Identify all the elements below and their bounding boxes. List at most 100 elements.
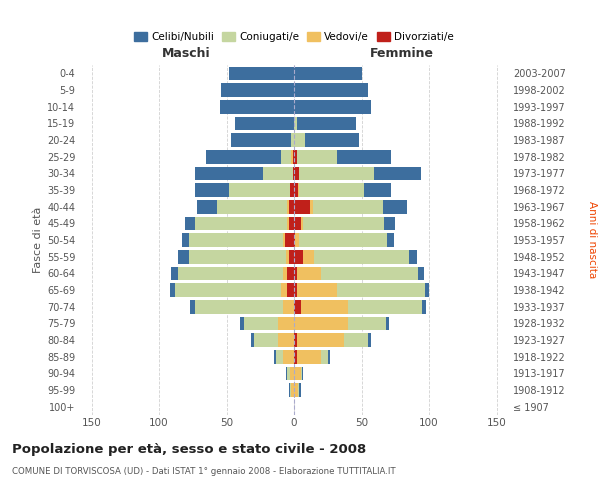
Bar xyxy=(299,233,387,247)
Bar xyxy=(196,183,229,197)
Bar xyxy=(294,350,296,364)
Bar xyxy=(283,350,294,364)
Bar xyxy=(294,383,298,397)
Bar xyxy=(244,316,278,330)
Bar xyxy=(290,366,294,380)
Bar xyxy=(305,133,359,147)
Bar xyxy=(296,266,321,280)
Bar xyxy=(422,300,426,314)
Bar xyxy=(314,250,409,264)
Text: Popolazione per età, sesso e stato civile - 2008: Popolazione per età, sesso e stato civil… xyxy=(12,442,366,456)
Bar xyxy=(291,150,293,164)
Bar xyxy=(294,266,296,280)
Bar xyxy=(293,150,294,164)
Bar xyxy=(294,283,296,297)
Bar xyxy=(299,166,374,180)
Bar xyxy=(409,250,417,264)
Bar xyxy=(178,266,283,280)
Bar xyxy=(301,216,304,230)
Bar xyxy=(294,83,368,97)
Bar xyxy=(283,233,284,247)
Bar xyxy=(170,283,175,297)
Bar xyxy=(221,83,294,97)
Bar xyxy=(294,116,296,130)
Bar xyxy=(304,250,314,264)
Bar xyxy=(286,250,289,264)
Bar xyxy=(368,333,371,347)
Bar xyxy=(175,283,281,297)
Bar xyxy=(178,250,188,264)
Bar xyxy=(274,350,277,364)
Bar xyxy=(281,150,292,164)
Bar xyxy=(229,66,294,80)
Bar xyxy=(220,100,294,114)
Bar xyxy=(283,266,287,280)
Bar xyxy=(296,350,321,364)
Bar xyxy=(328,350,331,364)
Bar xyxy=(293,166,294,180)
Bar xyxy=(313,200,383,213)
Text: COMUNE DI TORVISCOSA (UD) - Dati ISTAT 1° gennaio 2008 - Elaborazione TUTTITALIA: COMUNE DI TORVISCOSA (UD) - Dati ISTAT 1… xyxy=(12,468,395,476)
Bar xyxy=(321,350,328,364)
Bar xyxy=(301,300,348,314)
Bar xyxy=(287,283,294,297)
Bar xyxy=(171,266,178,280)
Bar xyxy=(287,200,289,213)
Bar xyxy=(294,200,310,213)
Bar xyxy=(278,333,294,347)
Bar xyxy=(425,283,429,297)
Bar xyxy=(196,216,287,230)
Bar xyxy=(294,233,295,247)
Bar xyxy=(348,300,422,314)
Bar xyxy=(299,383,301,397)
Bar xyxy=(289,250,294,264)
Bar xyxy=(294,66,361,80)
Bar xyxy=(182,233,188,247)
Bar xyxy=(301,366,302,380)
Bar xyxy=(294,333,296,347)
Bar xyxy=(310,200,313,213)
Bar xyxy=(240,316,244,330)
Bar xyxy=(284,233,294,247)
Bar xyxy=(283,300,294,314)
Bar xyxy=(294,366,301,380)
Bar xyxy=(287,216,289,230)
Bar xyxy=(296,283,337,297)
Bar xyxy=(188,250,286,264)
Bar xyxy=(299,183,364,197)
Bar xyxy=(386,316,389,330)
Bar xyxy=(289,216,294,230)
Bar xyxy=(230,133,292,147)
Text: Anni di nascita: Anni di nascita xyxy=(587,202,597,278)
Bar xyxy=(217,200,287,213)
Bar xyxy=(418,266,424,280)
Bar xyxy=(190,300,196,314)
Bar xyxy=(206,150,281,164)
Bar xyxy=(294,316,348,330)
Bar xyxy=(294,183,298,197)
Bar xyxy=(296,333,344,347)
Bar xyxy=(298,383,299,397)
Bar xyxy=(294,300,301,314)
Bar xyxy=(294,216,301,230)
Bar xyxy=(229,183,290,197)
Bar xyxy=(292,133,294,147)
Bar xyxy=(292,383,294,397)
Bar xyxy=(296,116,356,130)
Bar xyxy=(287,266,294,280)
Bar xyxy=(289,200,294,213)
Bar xyxy=(383,200,407,213)
Bar xyxy=(278,316,294,330)
Bar xyxy=(374,166,421,180)
Bar xyxy=(296,150,337,164)
Bar xyxy=(294,133,305,147)
Bar xyxy=(196,300,283,314)
Bar xyxy=(295,233,299,247)
Bar xyxy=(337,150,391,164)
Bar xyxy=(196,166,263,180)
Bar xyxy=(287,366,290,380)
Bar xyxy=(286,366,287,380)
Bar xyxy=(364,183,391,197)
Text: Femmine: Femmine xyxy=(370,47,434,60)
Bar xyxy=(185,216,196,230)
